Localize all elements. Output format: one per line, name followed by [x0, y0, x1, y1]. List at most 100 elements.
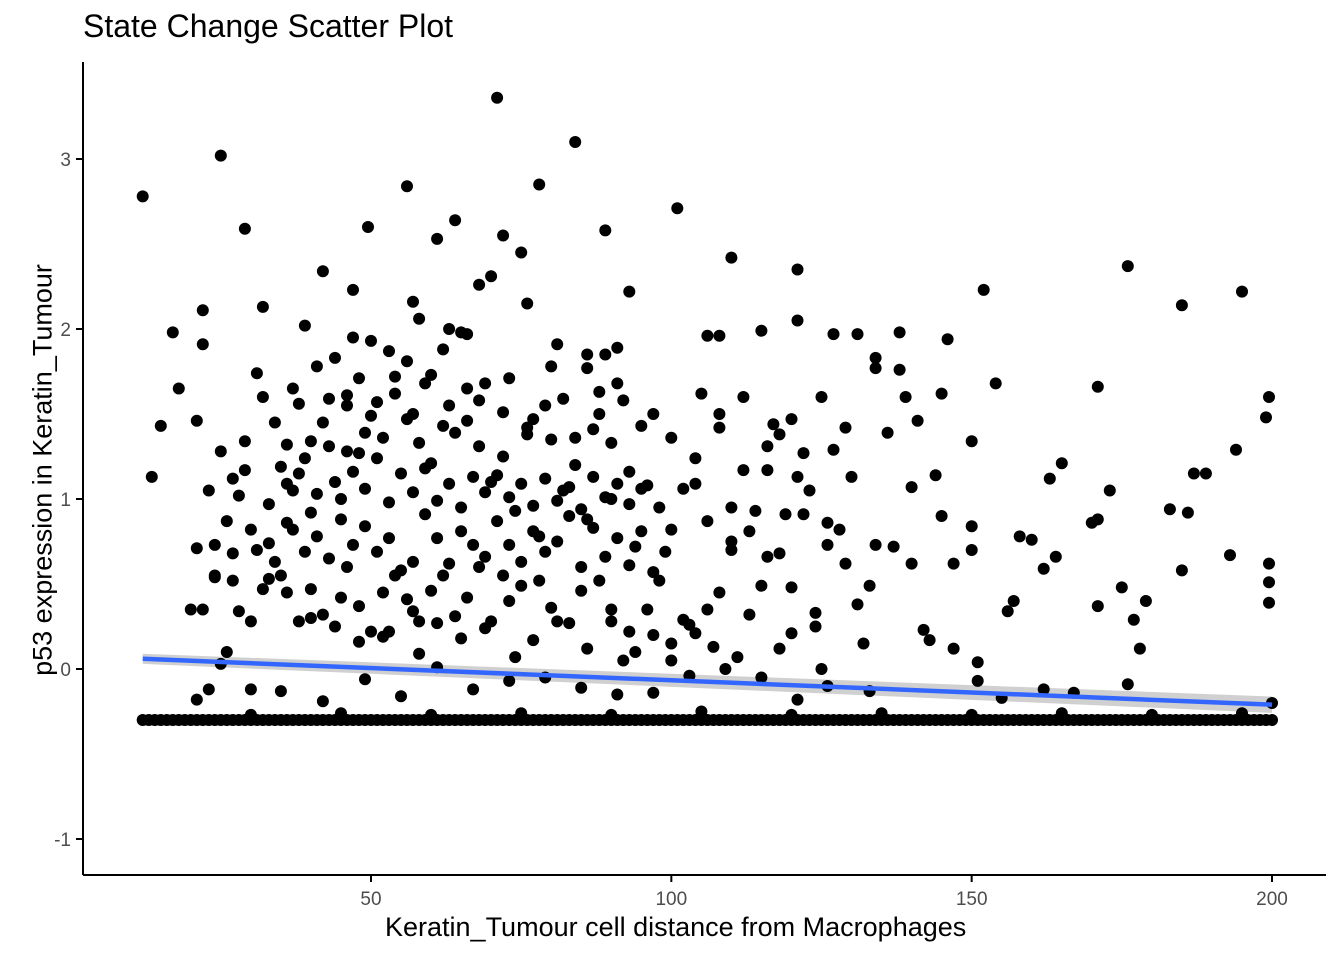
data-point: [689, 477, 702, 490]
data-point: [341, 445, 353, 458]
data-point: [917, 623, 930, 636]
axes-layer: 50 100 150 200 -1 0 1 2 3: [54, 62, 1326, 910]
data-point: [725, 501, 738, 514]
data-point: [623, 559, 636, 572]
data-point: [353, 372, 365, 385]
data-point: [304, 583, 317, 596]
y-tick-label: -1: [54, 830, 71, 851]
data-point: [479, 486, 492, 499]
data-point: [353, 635, 365, 648]
data-point: [347, 283, 359, 296]
data-point: [755, 324, 768, 337]
data-point: [713, 408, 726, 420]
data-point: [773, 428, 786, 441]
data-point: [491, 469, 504, 482]
data-point: [701, 603, 714, 616]
data-point: [629, 646, 642, 658]
data-point: [803, 484, 816, 497]
data-point: [190, 542, 203, 555]
data-point: [869, 362, 882, 375]
data-point: [202, 683, 215, 696]
data-point: [389, 387, 401, 400]
data-point: [280, 477, 293, 490]
data-point: [551, 535, 564, 548]
y-tick-label: 3: [60, 150, 71, 171]
data-point: [479, 550, 492, 563]
data-point: [545, 360, 558, 373]
data-point: [341, 399, 353, 412]
data-point: [1013, 530, 1026, 543]
data-point: [671, 202, 684, 215]
data-point: [659, 545, 672, 558]
data-point: [767, 418, 780, 431]
data-point: [755, 671, 768, 684]
data-point: [665, 523, 678, 536]
data-point: [695, 705, 708, 718]
data-point: [503, 674, 516, 687]
data-point: [701, 329, 714, 342]
data-point: [1127, 613, 1140, 626]
data-point: [563, 510, 576, 522]
data-point: [761, 440, 774, 453]
data-point: [292, 615, 305, 628]
data-point: [335, 493, 347, 505]
data-point: [136, 190, 149, 203]
data-point: [166, 326, 179, 339]
data-point: [653, 574, 666, 587]
data-point: [875, 707, 888, 720]
data-point: [262, 537, 275, 550]
data-point: [947, 557, 960, 570]
data-point: [773, 642, 786, 655]
data-point: [256, 391, 269, 403]
data-point: [316, 608, 329, 621]
data-point: [761, 550, 774, 563]
data-point: [779, 508, 792, 521]
data-point: [737, 464, 750, 477]
data-point: [827, 328, 840, 341]
data-point: [569, 459, 582, 471]
data-point: [833, 523, 846, 536]
data-point: [581, 348, 594, 361]
data-point: [929, 469, 942, 482]
data-point: [599, 491, 612, 504]
data-point: [515, 707, 528, 720]
data-point: [407, 486, 419, 499]
data-point: [377, 586, 389, 599]
data-point: [226, 547, 239, 560]
data-point: [539, 472, 552, 485]
data-point: [581, 362, 594, 375]
data-point: [647, 566, 660, 579]
data-point: [575, 584, 588, 597]
data-point: [725, 535, 738, 548]
data-point: [569, 431, 582, 444]
data-point: [1266, 714, 1278, 726]
data-point: [539, 545, 552, 558]
data-point: [443, 477, 456, 490]
data-point: [1133, 642, 1146, 655]
data-point: [515, 246, 528, 259]
data-point: [262, 498, 275, 511]
data-point: [1181, 506, 1194, 519]
data-point: [965, 520, 978, 533]
data-point: [467, 683, 480, 696]
x-tick-label: 200: [1256, 889, 1288, 910]
data-point: [214, 149, 227, 162]
data-point: [683, 618, 696, 631]
data-point: [226, 574, 239, 587]
data-point: [310, 487, 323, 500]
data-point: [1224, 549, 1236, 562]
data-point: [821, 516, 834, 529]
data-point: [1175, 564, 1188, 577]
data-point: [437, 419, 450, 432]
data-point: [443, 557, 456, 570]
data-point: [623, 625, 636, 638]
data-point: [611, 477, 624, 490]
data-point: [605, 615, 618, 628]
data-point: [461, 414, 474, 427]
data-point: [689, 452, 702, 465]
data-point: [395, 564, 407, 577]
data-point: [1115, 581, 1128, 594]
data-point: [899, 391, 912, 403]
data-point: [887, 540, 900, 553]
data-point: [581, 642, 594, 655]
